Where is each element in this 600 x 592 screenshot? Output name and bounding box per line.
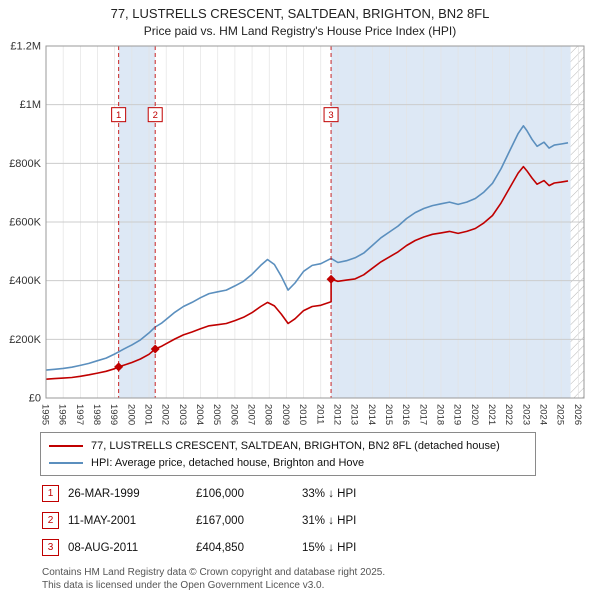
sale-flag <box>147 107 163 123</box>
x-axis-label: 2007 <box>246 404 257 425</box>
x-axis-label: 2023 <box>520 404 531 425</box>
x-axis-label: 2003 <box>177 404 188 425</box>
sale-vs-hpi: 33% ↓ HPI <box>302 487 357 500</box>
sale-date: 11-MAY-2001 <box>68 514 137 527</box>
hpi-line <box>45 125 569 371</box>
sale-vs-hpi: 15% ↓ HPI <box>302 541 357 554</box>
y-axis-label: £400K <box>9 275 41 287</box>
footer-line1: Contains HM Land Registry data © Crown c… <box>42 567 386 578</box>
x-axis-label: 2025 <box>555 404 566 425</box>
x-axis-label: 2020 <box>469 404 480 425</box>
sales-table: 1 26-MAR-1999 £106,000 33% ↓ HPI 2 11-MA… <box>42 485 600 556</box>
x-axis-label: 1999 <box>108 404 119 425</box>
y-axis-label: £800K <box>9 158 41 170</box>
sale-price: £106,000 <box>196 487 244 500</box>
sale-marker <box>114 362 124 372</box>
chart-legend: 77, LUSTRELLS CRESCENT, SALTDEAN, BRIGHT… <box>40 432 536 476</box>
x-axis-label: 2012 <box>331 404 342 425</box>
x-axis-label: 2016 <box>400 404 411 425</box>
sale-vs-hpi: 31% ↓ HPI <box>302 514 357 527</box>
legend-swatch <box>49 444 83 447</box>
sale-flag-number: 2 <box>153 110 158 121</box>
sale-date: 08-AUG-2011 <box>68 541 139 554</box>
x-axis-label: 2022 <box>503 404 514 425</box>
x-axis-label: 1996 <box>57 404 68 425</box>
y-axis-label: £1.2M <box>10 41 41 53</box>
y-axis-label: £200K <box>9 334 41 346</box>
x-axis-label: 2006 <box>228 404 239 425</box>
x-axis-label: 2013 <box>349 404 360 425</box>
x-axis-label: 2001 <box>143 404 154 425</box>
plot-border <box>45 45 585 399</box>
x-axis-label: 2004 <box>194 404 205 425</box>
footer-line2: This data is licensed under the Open Gov… <box>42 580 325 591</box>
x-axis-label: 2009 <box>280 404 291 425</box>
x-axis-label: 2021 <box>486 404 497 425</box>
sale-flag <box>111 107 127 123</box>
legend-label: HPI: Average price, detached house, Brig… <box>91 456 365 469</box>
sale-num-badge: 1 <box>42 485 59 502</box>
sale-flag-number: 3 <box>328 110 333 121</box>
y-axis-label: £0 <box>29 393 41 405</box>
page-subtitle: Price paid vs. HM Land Registry's House … <box>143 24 457 38</box>
chart-header: 77, LUSTRELLS CRESCENT, SALTDEAN, BRIGHT… <box>0 0 600 38</box>
x-axis-label: 2015 <box>383 404 394 425</box>
x-axis-label: 2017 <box>417 404 428 425</box>
legend-swatch <box>49 461 83 464</box>
x-axis-label: 2024 <box>537 404 548 425</box>
sale-date: 26-MAR-1999 <box>68 487 140 500</box>
x-axis-label: 1998 <box>91 404 102 425</box>
x-axis-label: 2000 <box>125 404 136 425</box>
footer: Contains HM Land Registry data © Crown c… <box>42 566 600 592</box>
x-axis-label: 2026 <box>572 404 583 425</box>
legend-item-price: 77, LUSTRELLS CRESCENT, SALTDEAN, BRIGHT… <box>49 437 527 454</box>
x-axis-label: 2005 <box>211 404 222 425</box>
sale-num-badge: 3 <box>42 539 59 556</box>
y-axis-label: £1M <box>20 99 41 111</box>
x-axis-label: 1997 <box>74 404 85 425</box>
sale-price: £404,850 <box>196 541 244 554</box>
y-axis-label: £600K <box>9 217 41 229</box>
page-title: 77, LUSTRELLS CRESCENT, SALTDEAN, BRIGHT… <box>110 6 490 21</box>
price-chart-svg: 1995 1996 1997 1998 1999 2000 2001 2002 2003 2004… <box>9 41 585 425</box>
sale-marker <box>150 344 160 354</box>
x-axis-label: 2008 <box>263 404 274 425</box>
x-axis-label: 2019 <box>452 404 463 425</box>
x-axis-label: 2010 <box>297 404 308 425</box>
sale-num-badge: 2 <box>42 512 59 529</box>
legend-item-hpi: HPI: Average price, detached house, Brig… <box>49 454 527 471</box>
sale-marker <box>326 274 336 284</box>
sale-flag-number: 1 <box>116 110 121 121</box>
x-axis-label: 2002 <box>160 404 171 425</box>
legend-label: 77, LUSTRELLS CRESCENT, SALTDEAN, BRIGHT… <box>91 439 500 452</box>
x-axis-label: 2011 <box>314 404 325 424</box>
sale-flag <box>323 107 339 123</box>
price-paid-line <box>45 165 569 380</box>
x-axis-label: 2014 <box>366 404 377 425</box>
x-axis-label: 1995 <box>40 404 51 425</box>
sale-price: £167,000 <box>196 514 244 527</box>
x-axis-label: 2018 <box>434 404 445 425</box>
